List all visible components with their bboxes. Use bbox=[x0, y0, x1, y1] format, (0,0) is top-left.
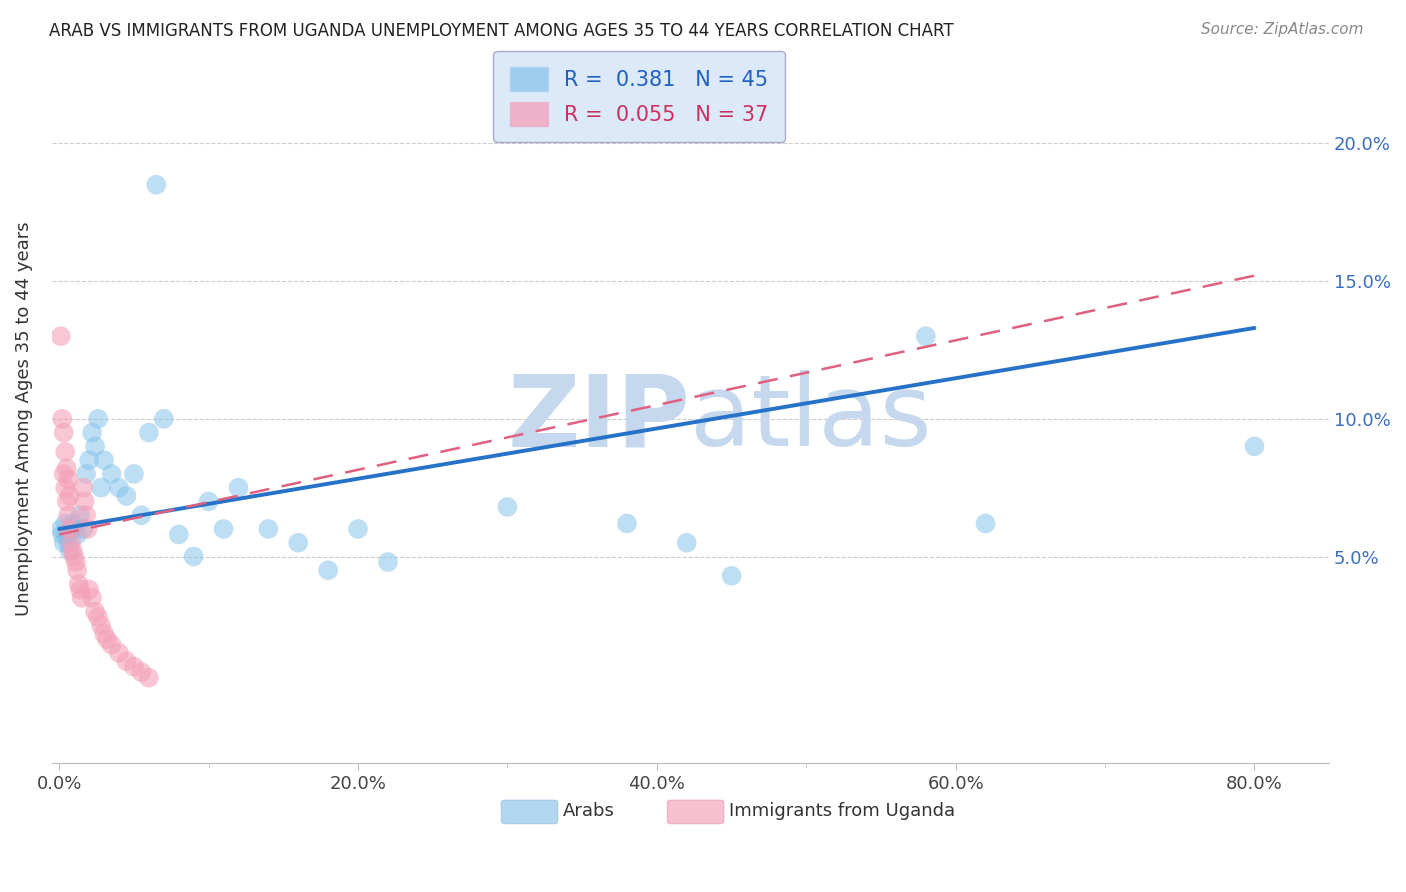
Point bbox=[377, 555, 399, 569]
Point bbox=[55, 494, 77, 508]
Point bbox=[100, 467, 122, 481]
Point bbox=[65, 555, 87, 569]
Text: Source: ZipAtlas.com: Source: ZipAtlas.com bbox=[1201, 22, 1364, 37]
Point bbox=[122, 467, 145, 481]
Point bbox=[212, 522, 235, 536]
Point bbox=[56, 472, 79, 486]
Text: atlas: atlas bbox=[690, 370, 932, 467]
Point bbox=[59, 522, 82, 536]
Point bbox=[974, 516, 997, 531]
Point bbox=[183, 549, 205, 564]
Point bbox=[616, 516, 638, 531]
Point bbox=[67, 577, 90, 591]
Point bbox=[53, 445, 76, 459]
Point bbox=[51, 527, 73, 541]
Point bbox=[347, 522, 370, 536]
Point bbox=[100, 638, 122, 652]
Point bbox=[496, 500, 519, 514]
Point bbox=[51, 412, 73, 426]
Point bbox=[52, 535, 75, 549]
Point bbox=[69, 582, 91, 597]
Point bbox=[90, 481, 112, 495]
Point bbox=[96, 632, 118, 647]
Point bbox=[93, 453, 115, 467]
Point bbox=[87, 610, 110, 624]
Point bbox=[72, 481, 94, 495]
Legend: R =  0.381   N = 45, R =  0.055   N = 37: R = 0.381 N = 45, R = 0.055 N = 37 bbox=[494, 51, 785, 143]
Point bbox=[49, 522, 72, 536]
Point bbox=[77, 582, 100, 597]
Point bbox=[84, 439, 107, 453]
Point bbox=[77, 453, 100, 467]
Point bbox=[87, 412, 110, 426]
Point bbox=[66, 527, 89, 541]
Point bbox=[167, 527, 190, 541]
Point bbox=[49, 329, 72, 343]
Point bbox=[59, 489, 82, 503]
Point bbox=[675, 535, 697, 549]
Point bbox=[75, 508, 97, 523]
FancyBboxPatch shape bbox=[668, 800, 724, 823]
Point bbox=[197, 494, 219, 508]
Point bbox=[75, 467, 97, 481]
Point bbox=[115, 489, 138, 503]
Point bbox=[90, 618, 112, 632]
Point bbox=[76, 522, 98, 536]
Point bbox=[72, 522, 94, 536]
Point bbox=[56, 508, 79, 523]
Text: ZIP: ZIP bbox=[508, 370, 690, 467]
Point bbox=[56, 535, 79, 549]
Point bbox=[914, 329, 936, 343]
Point bbox=[108, 481, 131, 495]
Point bbox=[55, 527, 77, 541]
Point bbox=[66, 563, 89, 577]
Point bbox=[131, 665, 153, 680]
Text: Immigrants from Uganda: Immigrants from Uganda bbox=[728, 802, 955, 821]
FancyBboxPatch shape bbox=[502, 800, 558, 823]
Point bbox=[59, 544, 82, 558]
Point bbox=[108, 646, 131, 660]
Point bbox=[228, 481, 250, 495]
Point bbox=[53, 516, 76, 531]
Point bbox=[257, 522, 280, 536]
Text: ARAB VS IMMIGRANTS FROM UGANDA UNEMPLOYMENT AMONG AGES 35 TO 44 YEARS CORRELATIO: ARAB VS IMMIGRANTS FROM UGANDA UNEMPLOYM… bbox=[49, 22, 953, 40]
Point bbox=[80, 591, 103, 605]
Point bbox=[73, 494, 96, 508]
Point bbox=[720, 568, 742, 582]
Point bbox=[52, 425, 75, 440]
Point bbox=[63, 522, 86, 536]
Point bbox=[80, 425, 103, 440]
Point bbox=[53, 481, 76, 495]
Point bbox=[84, 605, 107, 619]
Point bbox=[62, 544, 84, 558]
Text: Arabs: Arabs bbox=[562, 802, 614, 821]
Point bbox=[93, 626, 115, 640]
Point bbox=[70, 591, 93, 605]
Point bbox=[145, 178, 167, 192]
Point bbox=[131, 508, 153, 523]
Point bbox=[55, 461, 77, 475]
Point bbox=[60, 535, 83, 549]
Point bbox=[138, 671, 160, 685]
Point bbox=[52, 467, 75, 481]
Point bbox=[122, 659, 145, 673]
Point bbox=[115, 654, 138, 668]
Point bbox=[62, 516, 84, 531]
Point bbox=[69, 508, 91, 523]
Point bbox=[60, 522, 83, 536]
Point bbox=[138, 425, 160, 440]
Point bbox=[287, 535, 309, 549]
Point bbox=[316, 563, 339, 577]
Point bbox=[63, 549, 86, 564]
Point bbox=[1243, 439, 1265, 453]
Y-axis label: Unemployment Among Ages 35 to 44 years: Unemployment Among Ages 35 to 44 years bbox=[15, 221, 32, 616]
Point bbox=[153, 412, 176, 426]
